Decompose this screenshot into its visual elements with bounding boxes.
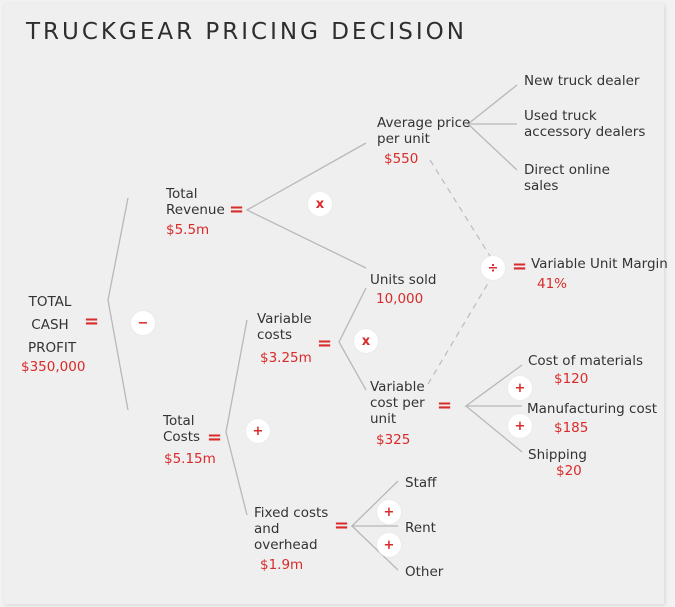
variable-cost-unit-value: $325 [376,432,411,448]
divide-operator: ÷ [481,256,505,280]
variable-cost-unit-label: Variable cost per unit [370,379,425,427]
fixed-item-other: Other [405,564,444,580]
times-operator-revenue: x [308,192,332,216]
branch-channels-lower [467,123,518,171]
plus-operator-cost-1: + [508,376,532,400]
fixed-costs-value: $1.9m [260,557,304,573]
dashed-avg-price-to-margin [429,159,491,257]
paper-background [4,4,664,604]
costs-equals: = [207,427,223,448]
times-operator-variable: x [354,329,378,353]
margin-value: 41% [537,276,568,292]
minus-operator: − [131,311,155,335]
root-equals: = [84,311,100,332]
cost-materials-value: $120 [554,371,589,387]
page-title: TRUCKGEAR PRICING DECISION [26,19,467,45]
costs-value: $5.15m [164,451,216,467]
variable-cost-unit-equals: = [437,395,453,416]
fixed-item-rent: Rent [405,520,436,536]
branch-cost-items-lower [465,405,523,453]
branch-root [107,197,129,411]
channel-new-truck-dealer: New truck dealer [524,73,640,89]
plus-operator-costs: + [246,419,270,443]
margin-equals: = [512,256,528,277]
cost-shipping-value: $20 [556,463,582,479]
cost-materials-label: Cost of materials [528,353,643,369]
plus-operator-fixed-2: + [377,533,401,557]
avg-price-value: $550 [384,151,419,167]
units-sold-value: 10,000 [376,291,424,307]
cost-shipping-label: Shipping [528,447,587,463]
variable-costs-equals: = [317,333,333,354]
branch-revenue [245,142,367,269]
revenue-label: Total Revenue [166,186,225,218]
channel-used-truck-accessory: Used truck accessory dealers [524,108,646,140]
revenue-value: $5.5m [166,222,210,238]
cost-manufacturing-value: $185 [554,420,589,436]
root-label: TOTAL CASH PROFIT [28,294,77,356]
avg-price-label: Average price per unit [377,115,471,147]
fixed-item-staff: Staff [405,475,437,491]
root-value: $350,000 [21,359,86,375]
branch-fixed-items-lower [351,525,399,571]
branch-costs [225,319,248,516]
revenue-equals: = [229,199,245,220]
costs-label: Total Costs [163,413,201,445]
units-sold-label: Units sold [370,272,437,288]
variable-costs-label: Variable costs [257,311,312,343]
channel-direct-online: Direct online sales [524,162,610,194]
plus-operator-cost-2: + [508,414,532,438]
branch-channels [466,84,518,125]
fixed-costs-equals: = [334,515,350,536]
margin-label: Variable Unit Margin [531,256,668,272]
variable-costs-value: $3.25m [260,350,312,366]
fixed-costs-label: Fixed costs and overhead [254,505,329,553]
branch-variable-costs [338,287,367,391]
cost-manufacturing-label: Manufacturing cost [527,401,658,417]
dashed-cost-unit-to-margin [427,279,491,385]
plus-operator-fixed-1: + [377,500,401,524]
